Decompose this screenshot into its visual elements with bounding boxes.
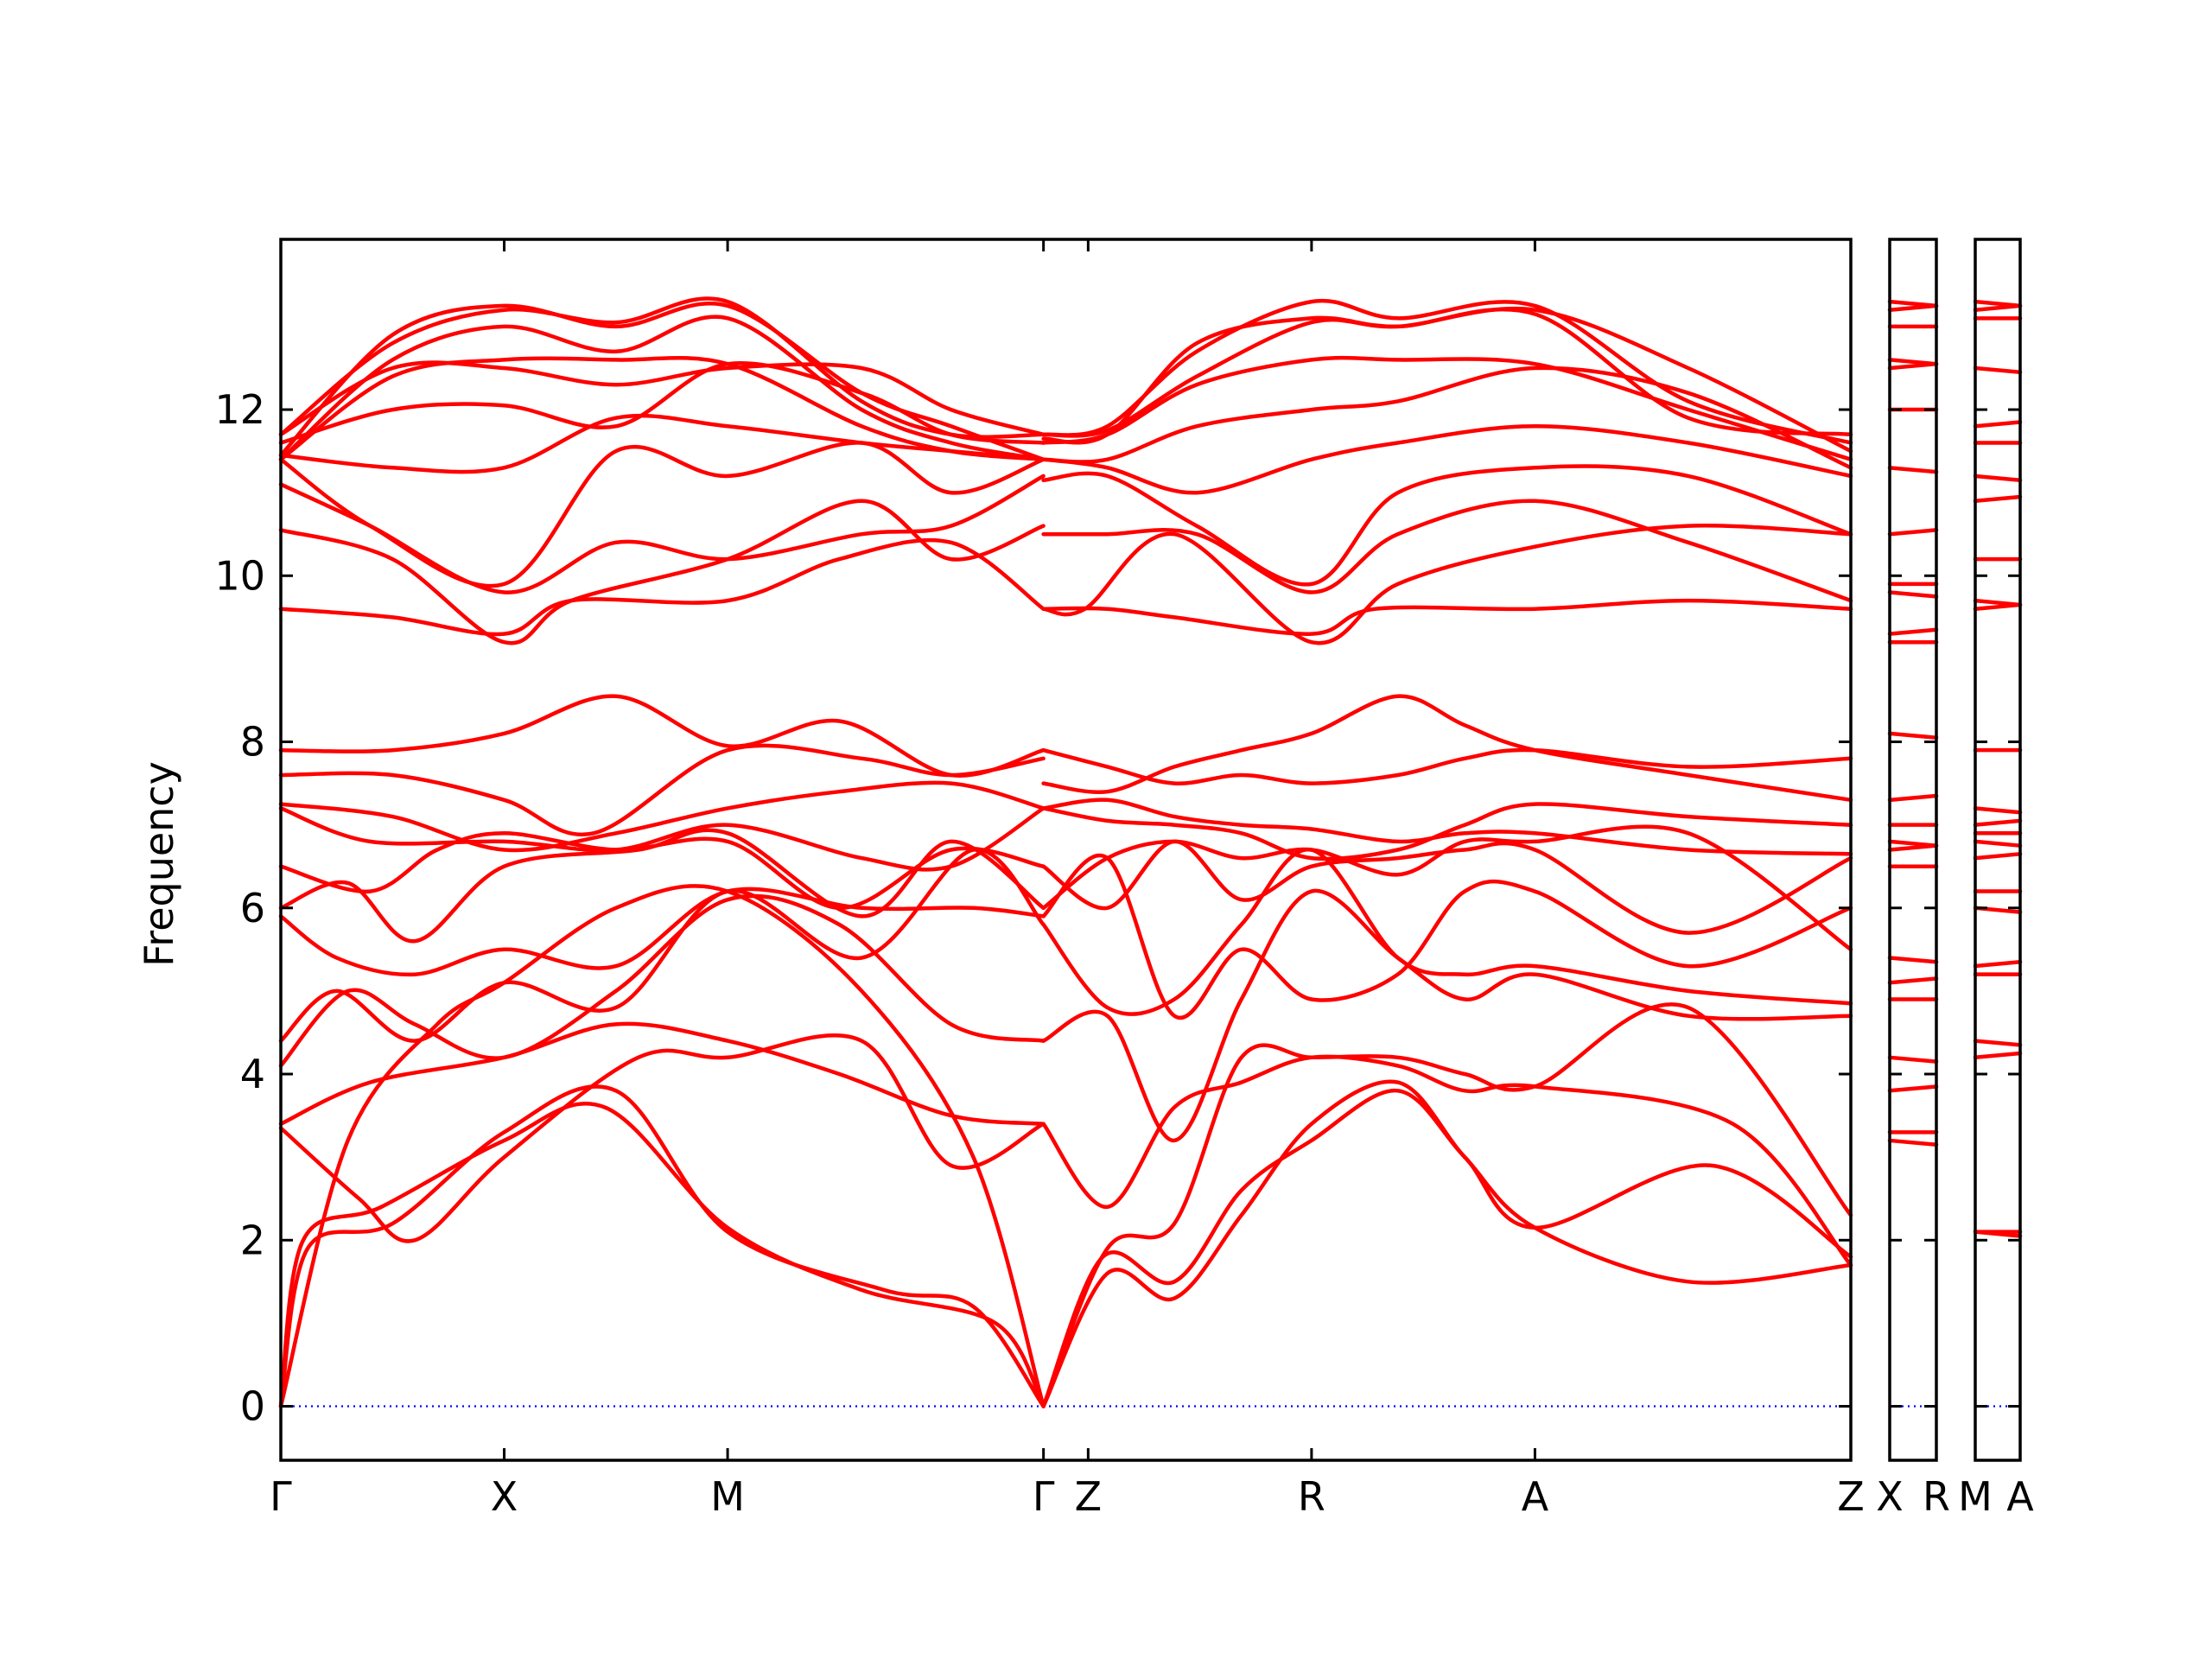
band-line-28 — [1041, 1054, 1853, 1268]
y-tick-label: 0 — [240, 1383, 265, 1430]
segment-band-1-12 — [1973, 806, 2023, 815]
segment-band-0-0 — [1887, 1138, 1939, 1147]
segment-band-1-2 — [1973, 1051, 2023, 1060]
band-line-14 — [278, 537, 1046, 637]
band-line-24 — [278, 296, 1046, 439]
band-line-8 — [278, 828, 1046, 944]
band-line-36 — [1041, 694, 1853, 803]
segment-band-0-12 — [1887, 731, 1939, 740]
bands-layer — [278, 296, 2023, 1408]
segment-band-0-2 — [1887, 1084, 1939, 1093]
band-line-35 — [1041, 802, 1853, 861]
y-tick-label: 6 — [240, 885, 265, 931]
band-line-39 — [1041, 524, 1853, 645]
band-line-27 — [1041, 1002, 1853, 1408]
ticks-layer — [279, 239, 2022, 1460]
band-line-20 — [278, 360, 1046, 437]
band-line-7 — [278, 887, 1046, 977]
segment-band-1-8 — [1973, 852, 2023, 861]
band-line-21 — [278, 355, 1046, 461]
segment-band-1-9 — [1973, 839, 2023, 848]
x-tick-label: A — [1522, 1473, 1549, 1520]
segment-band-0-17 — [1887, 528, 1939, 537]
band-line-2 — [278, 884, 1046, 1408]
x-tick-label: M — [710, 1473, 745, 1520]
y-tick-label: 4 — [240, 1051, 265, 1097]
x-tick-label: A — [2006, 1473, 2034, 1520]
band-line-19 — [278, 361, 1046, 445]
x-tick-label: Γ — [270, 1473, 292, 1520]
panel-frame-2 — [1974, 238, 2022, 1462]
band-line-9 — [278, 831, 1046, 911]
x-tick-label: Γ — [1033, 1473, 1055, 1520]
band-line-4 — [278, 1033, 1046, 1243]
segment-band-1-18 — [1973, 474, 2023, 483]
y-tick-label: 12 — [214, 386, 265, 433]
band-line-12 — [278, 743, 1046, 837]
band-line-44 — [1041, 355, 1853, 461]
segment-band-0-3 — [1887, 1055, 1939, 1064]
segment-band-0-14 — [1887, 627, 1939, 636]
y-tick-label: 2 — [240, 1217, 265, 1263]
band-line-37 — [1041, 747, 1853, 785]
band-line-11 — [278, 780, 1046, 853]
x-tick-label: Z — [1837, 1473, 1865, 1520]
band-line-41 — [1041, 464, 1853, 587]
band-line-38 — [1041, 598, 1853, 636]
band-line-17 — [278, 441, 1046, 588]
band-line-25 — [1041, 1079, 1853, 1408]
segment-band-0-5 — [1887, 976, 1939, 985]
band-line-34 — [1041, 798, 1853, 856]
band-line-29 — [1041, 888, 1853, 1143]
segment-band-1-5 — [1973, 960, 2023, 969]
band-line-47 — [1041, 307, 1853, 445]
segment-band-0-11 — [1887, 793, 1939, 803]
band-line-42 — [1041, 424, 1853, 495]
band-line-40 — [1041, 499, 1853, 603]
segment-band-1-15 — [1973, 598, 2023, 607]
segment-band-1-11 — [1973, 818, 2023, 827]
segment-band-0-9 — [1887, 839, 1939, 848]
x-tick-label: R — [1923, 1473, 1950, 1520]
segment-band-1-24 — [1973, 299, 2023, 308]
band-line-13 — [278, 694, 1046, 778]
segment-band-1-17 — [1973, 494, 2023, 504]
segment-band-1-3 — [1973, 1039, 2023, 1047]
x-tick-label: X — [1876, 1473, 1904, 1520]
band-line-10 — [278, 806, 1046, 872]
band-line-30 — [1041, 848, 1853, 1016]
y-tick-label: 8 — [240, 719, 265, 766]
band-line-0 — [278, 1084, 1046, 1408]
band-line-43 — [1041, 365, 1853, 470]
band-line-15 — [278, 499, 1046, 645]
band-line-1 — [278, 1101, 1046, 1408]
band-line-5 — [278, 893, 1046, 1068]
y-axis-label: Frequency — [136, 761, 182, 967]
band-line-32 — [1041, 824, 1853, 952]
segment-band-0-6 — [1887, 956, 1939, 964]
band-line-22 — [278, 315, 1046, 461]
frames-layer — [279, 238, 2022, 1462]
segment-band-1-21 — [1973, 365, 2023, 375]
x-tick-label: Z — [1075, 1473, 1103, 1520]
band-line-6 — [278, 848, 1046, 1043]
segment-band-0-24 — [1887, 299, 1939, 308]
band-line-26 — [1041, 1089, 1853, 1408]
segment-band-1-20 — [1973, 420, 2023, 429]
x-tick-label: M — [1958, 1473, 1993, 1520]
x-tick-label: X — [491, 1473, 518, 1520]
panel-frame-1 — [1888, 238, 1938, 1462]
segment-band-0-18 — [1887, 466, 1939, 474]
x-tick-label: R — [1298, 1473, 1325, 1520]
y-tick-label: 10 — [214, 552, 265, 599]
band-line-31 — [1041, 853, 1853, 1020]
panel-frame-0 — [279, 238, 1853, 1462]
band-line-33 — [1041, 839, 1853, 935]
segment-band-0-15 — [1887, 590, 1939, 599]
band-line-23 — [278, 301, 1046, 461]
segment-band-0-21 — [1887, 358, 1939, 366]
band-line-3 — [278, 1021, 1046, 1126]
